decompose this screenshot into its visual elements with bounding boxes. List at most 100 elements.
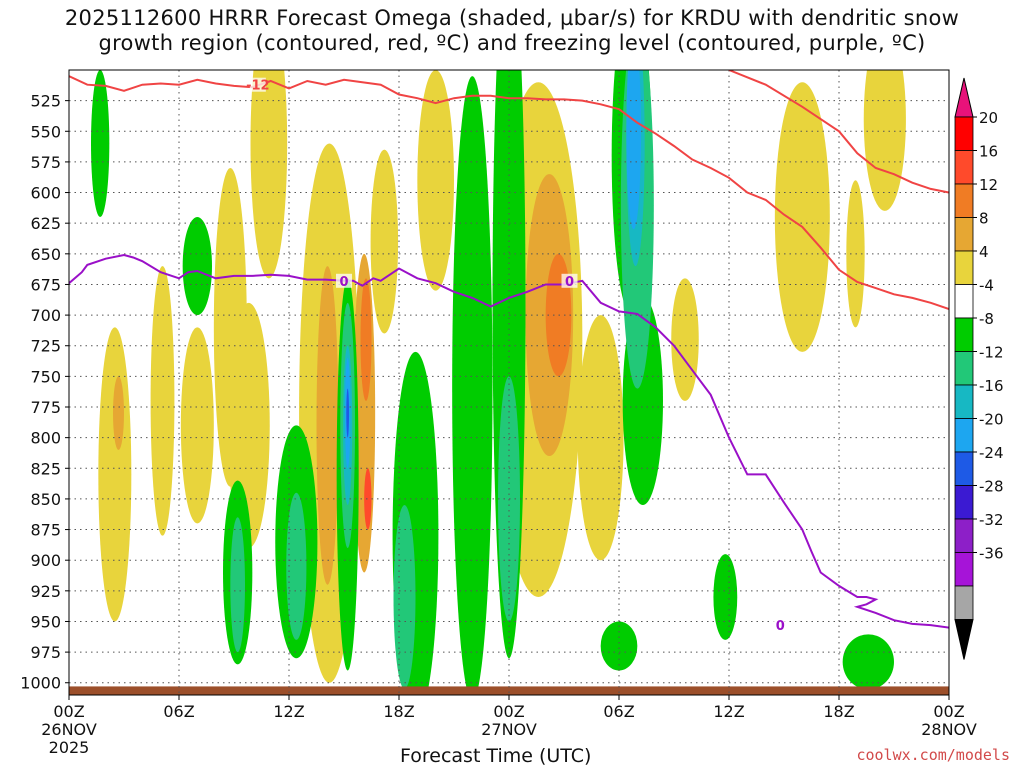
x-axis-title: Forecast Time (UTC) xyxy=(400,745,592,767)
x-date-24: 27NOV xyxy=(481,720,537,739)
y-tick-825: 825 xyxy=(30,459,61,478)
colorbar-label-4: 4 xyxy=(979,243,989,261)
chart-title: 2025112600 HRRR Forecast Omega (shaded, … xyxy=(0,6,1024,56)
y-tick-650: 650 xyxy=(30,245,61,264)
omega-region-sinking-33 xyxy=(713,554,738,640)
y-tick-850: 850 xyxy=(30,490,61,509)
omega-region-rising-13 xyxy=(863,70,906,211)
x-year-0: 2025 xyxy=(49,738,90,757)
colorbar-segment-9 xyxy=(954,418,974,453)
contours: -12 0 0 0 xyxy=(69,70,949,634)
omega-region-rising-3 xyxy=(180,327,214,524)
omega-region-rising-4 xyxy=(213,168,247,487)
omega-region-sinking-22 xyxy=(91,70,110,218)
ground-band xyxy=(69,686,949,695)
y-tick-875: 875 xyxy=(30,521,61,540)
colorbar-label-1: 16 xyxy=(979,143,998,161)
omega-region-sinking-32 xyxy=(600,621,638,671)
x-tick-18: 18Z xyxy=(383,702,414,721)
axes: 525 550 575 600 625 650 675 700 725 750 775 800 825 8… xyxy=(20,92,977,757)
omega-region-rising-16 xyxy=(316,266,339,585)
colorbar-top-cap xyxy=(954,77,974,118)
colorbar-label-13: -36 xyxy=(979,545,1004,563)
freezing-label-a-bg xyxy=(336,273,352,288)
colorbar-label-6: -8 xyxy=(979,310,994,328)
colorbar-label-12: -32 xyxy=(979,511,1004,529)
colorbar-segment-2 xyxy=(954,183,974,218)
dgz-contour-label: -12 xyxy=(246,79,270,94)
chart-title-line1: 2025112600 HRRR Forecast Omega (shaded, … xyxy=(64,6,960,30)
colorbar-segment-11 xyxy=(954,485,974,520)
omega-region-sinking-43 xyxy=(626,70,641,230)
chart-title-line2: growth region (contoured, red, ºC) and f… xyxy=(98,31,926,55)
dgz-contour-upper xyxy=(69,75,949,310)
credit-label: coolwx.com/models xyxy=(856,746,1010,764)
freezing-label-b: 0 xyxy=(565,275,574,290)
omega-region-rising-8 xyxy=(417,70,454,291)
y-tick-925: 925 xyxy=(30,582,61,601)
x-tick-6: 06Z xyxy=(163,702,194,721)
x-tick-24: 00Z xyxy=(493,702,524,721)
omega-region-sinking-35 xyxy=(230,517,246,653)
colorbar-segment-12 xyxy=(954,518,974,553)
colorbar-segment-5 xyxy=(954,284,974,319)
omega-region-rising-2 xyxy=(150,266,175,536)
omega-region-rising-10 xyxy=(577,315,624,561)
x-tick-0: 00Z xyxy=(53,702,84,721)
colorbar-bottom-cap xyxy=(954,619,974,660)
x-date-48: 28NOV xyxy=(921,720,977,739)
freezing-label-b-bg xyxy=(561,273,578,288)
y-tick-750: 750 xyxy=(30,367,61,386)
omega-region-sinking-34 xyxy=(842,634,894,690)
colorbar-segment-1 xyxy=(954,150,974,185)
grid-lines xyxy=(69,70,949,695)
y-tick-775: 775 xyxy=(30,398,61,417)
colorbar-segment-6 xyxy=(954,317,974,352)
y-tick-525: 525 xyxy=(30,92,61,111)
y-tick-950: 950 xyxy=(30,612,61,631)
omega-region-rising-11 xyxy=(671,278,699,401)
colorbar-label-0: 20 xyxy=(979,109,998,127)
freezing-level-contour xyxy=(69,253,949,629)
colorbar-segment-4 xyxy=(954,250,974,285)
y-tick-625: 625 xyxy=(30,214,61,233)
freezing-label-a: 0 xyxy=(339,275,348,290)
colorbar-segment-0 xyxy=(954,116,974,151)
y-tick-700: 700 xyxy=(30,306,61,325)
y-tick-600: 600 xyxy=(30,184,61,203)
y-tick-675: 675 xyxy=(30,275,61,294)
omega-region-rising-12 xyxy=(774,82,830,352)
colorbar-label-9: -20 xyxy=(979,411,1004,429)
colorbar-segment-3 xyxy=(954,217,974,252)
y-tick-800: 800 xyxy=(30,429,61,448)
colorbar-label-10: -24 xyxy=(979,444,1004,462)
x-tick-30: 06Z xyxy=(603,702,634,721)
dgz-contour-lower xyxy=(728,70,949,194)
y-tick-975: 975 xyxy=(30,643,61,662)
colorbar-label-11: -28 xyxy=(979,478,1004,496)
colorbar-segment-8 xyxy=(954,384,974,419)
colorbar-label-5: -4 xyxy=(979,277,994,295)
colorbar: 20 16 12 8 4 -4 -8 -12 -16 -20 -24 -28 -32 -36 xyxy=(954,77,1004,660)
omega-region-rising-7 xyxy=(370,149,399,334)
colorbar-label-7: -12 xyxy=(979,344,1004,362)
omega-region-rising-19 xyxy=(360,278,372,401)
freezing-label-c: 0 xyxy=(776,619,785,634)
y-tick-1000: 1000 xyxy=(20,674,61,693)
dgz-contour-label-bg xyxy=(249,77,266,92)
omega-region-sinking-28 xyxy=(452,76,493,695)
y-tick-900: 900 xyxy=(30,551,61,570)
y-tick-550: 550 xyxy=(30,122,61,141)
omega-region-sinking-45 xyxy=(346,388,350,438)
colorbar-segment-14 xyxy=(954,585,974,620)
omega-region-rising-1 xyxy=(98,327,132,622)
freezing-label-c-bg xyxy=(772,618,789,633)
omega-region-rising-15 xyxy=(113,376,124,450)
omega-region-sinking-23 xyxy=(182,217,212,316)
x-tick-36: 12Z xyxy=(713,702,744,721)
y-tick-575: 575 xyxy=(30,153,61,172)
colorbar-segment-7 xyxy=(954,351,974,386)
omega-region-rising-5 xyxy=(250,70,288,279)
colorbar-label-8: -16 xyxy=(979,377,1004,395)
